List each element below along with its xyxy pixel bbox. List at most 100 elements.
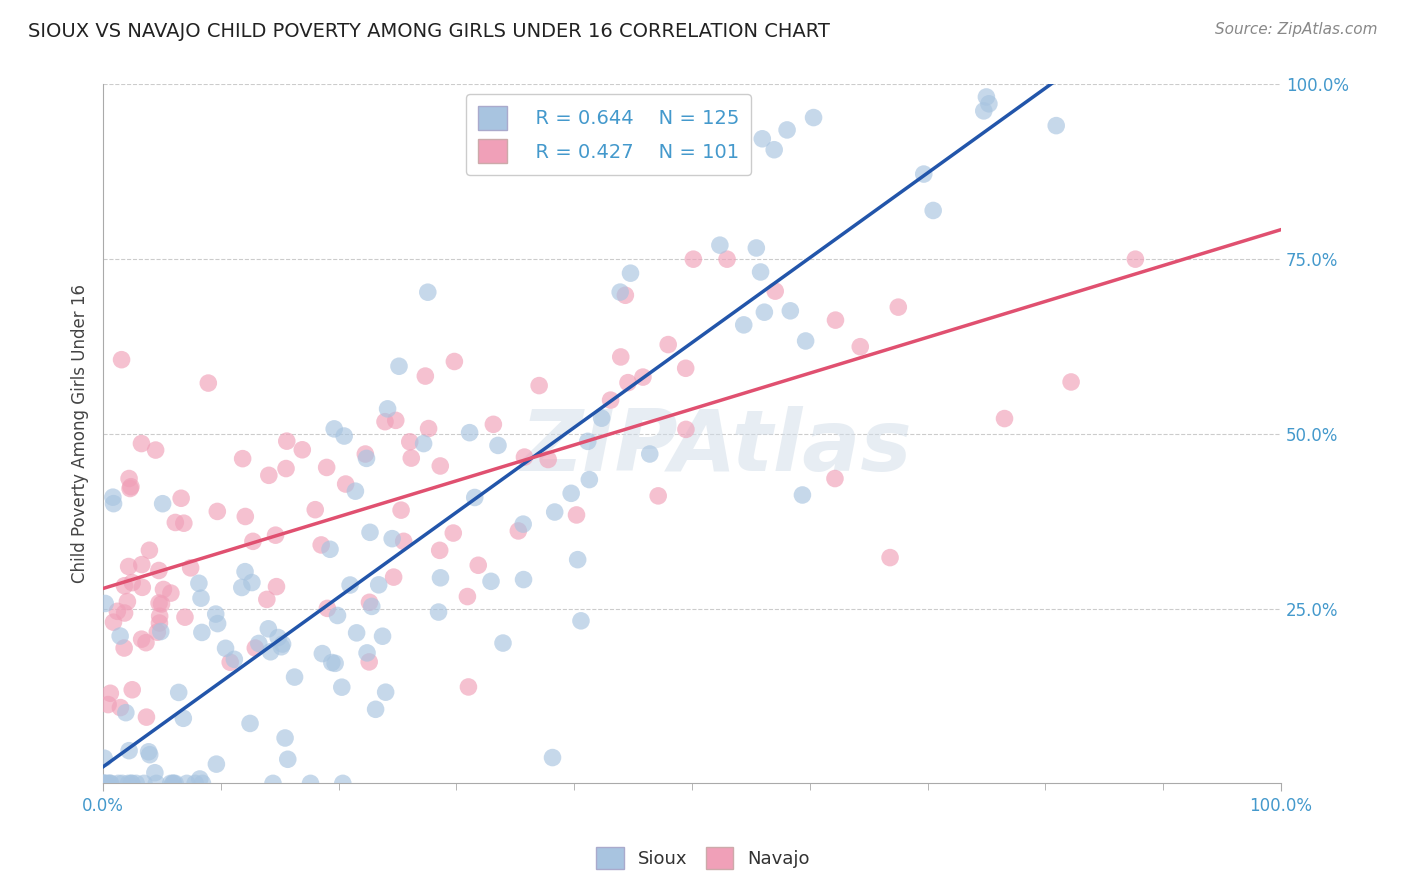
Point (335, 477, 357, 491)
Point (114, 579, 136, 593)
Point (319, 542, 342, 557)
Point (382, 570, 405, 584)
Point (367, 578, 389, 592)
Point (1045, 119, 1067, 133)
Point (100, 776, 122, 790)
Point (94, 776, 117, 790)
Point (323, 422, 346, 436)
Point (578, 473, 600, 487)
Point (887, 300, 910, 314)
Point (779, 303, 801, 318)
Point (464, 491, 486, 505)
Point (143, 765, 166, 780)
Point (131, 436, 153, 450)
Point (214, 641, 236, 656)
Point (262, 776, 284, 790)
Point (173, 516, 195, 531)
Point (749, 265, 772, 279)
Point (657, 337, 679, 351)
Point (374, 415, 396, 429)
Point (101, 490, 124, 504)
Point (427, 605, 450, 619)
Point (675, 422, 697, 436)
Point (257, 622, 280, 636)
Point (180, 561, 202, 575)
Point (145, 443, 167, 458)
Point (259, 645, 281, 659)
Point (150, 597, 173, 611)
Point (197, 376, 219, 390)
Point (219, 655, 242, 669)
Point (591, 411, 613, 425)
Point (332, 776, 354, 790)
Point (277, 752, 299, 766)
Point (138, 543, 160, 558)
Text: ZIPAtlas: ZIPAtlas (520, 407, 911, 490)
Point (233, 509, 256, 524)
Point (617, 376, 640, 390)
Point (176, 776, 198, 790)
Point (631, 370, 654, 384)
Point (479, 574, 502, 589)
Point (977, 96, 1000, 111)
Point (359, 595, 381, 609)
Point (384, 413, 406, 427)
Point (111, 776, 134, 790)
Point (675, 361, 697, 376)
Point (610, 350, 633, 364)
Point (1125, 252, 1147, 267)
Point (441, 526, 464, 541)
Point (110, 700, 132, 714)
Point (315, 460, 337, 475)
Point (270, 640, 292, 654)
Point (121, 776, 143, 790)
Point (108, 629, 131, 643)
Point (120, 776, 142, 790)
Point (716, 252, 738, 267)
Point (309, 538, 332, 552)
Point (97, 698, 120, 712)
Point (125, 776, 148, 790)
Point (388, 359, 411, 374)
Point (790, 42, 813, 56)
Point (149, 624, 172, 639)
Point (356, 451, 378, 466)
Point (233, 565, 256, 579)
Point (120, 482, 142, 496)
Point (609, 285, 631, 299)
Point (792, 488, 814, 502)
Point (560, 486, 582, 500)
Point (149, 609, 172, 624)
Point (415, 369, 437, 384)
Point (381, 532, 404, 546)
Point (97, 776, 120, 790)
Point (205, 757, 228, 772)
Point (754, 305, 776, 319)
Point (240, 575, 263, 590)
Point (138, 745, 160, 759)
Point (257, 468, 280, 483)
Point (118, 471, 141, 485)
Point (184, 776, 207, 790)
Point (565, 508, 588, 522)
Point (239, 716, 262, 731)
Point (93, 776, 115, 790)
Point (271, 637, 294, 651)
Point (224, 652, 246, 666)
Point (131, 580, 153, 594)
Point (412, 436, 434, 450)
Point (165, 516, 187, 530)
Point (976, 90, 998, 104)
Point (429, 571, 451, 585)
Point (569, 614, 592, 628)
Point (93, 751, 115, 765)
Legend:   R = 0.644    N = 125,   R = 0.427    N = 101: R = 0.644 N = 125, R = 0.427 N = 101 (467, 95, 751, 175)
Point (922, 203, 945, 218)
Point (267, 631, 290, 645)
Point (274, 731, 297, 745)
Point (145, 776, 167, 790)
Point (274, 461, 297, 475)
Point (247, 636, 270, 650)
Point (544, 505, 567, 519)
Point (148, 596, 170, 610)
